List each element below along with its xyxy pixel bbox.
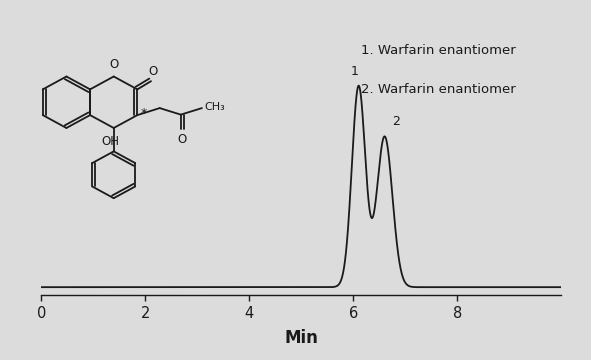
Text: O: O [177,133,187,147]
Text: 2. Warfarin enantiomer: 2. Warfarin enantiomer [361,83,516,96]
Text: *: * [140,107,147,121]
Text: 1. Warfarin enantiomer: 1. Warfarin enantiomer [361,44,516,57]
Text: OH: OH [101,135,119,148]
Text: O: O [148,65,158,78]
Text: O: O [109,58,118,71]
X-axis label: Min: Min [284,329,319,347]
Text: 1: 1 [351,65,359,78]
Text: 2: 2 [392,116,400,129]
Text: CH₃: CH₃ [204,102,225,112]
